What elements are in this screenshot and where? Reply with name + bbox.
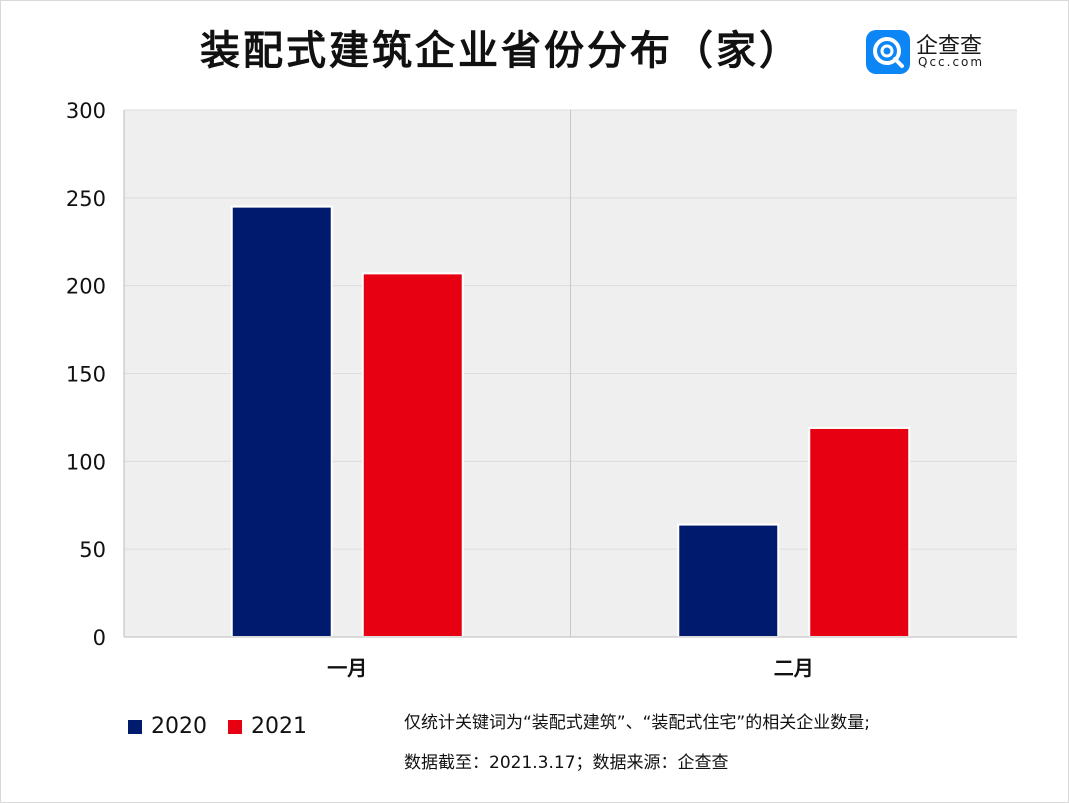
legend-swatch-2021 — [228, 719, 242, 734]
legend-item-2020: 2020 — [128, 714, 207, 739]
chart-title: 装配式建筑企业省份分布（家） — [200, 28, 802, 74]
y-tick-label: 100 — [66, 450, 106, 474]
y-tick-label: 200 — [66, 275, 106, 299]
logo-domain: Qcc.com — [918, 55, 985, 69]
y-tick-label: 0 — [93, 626, 106, 650]
legend-label-2021: 2021 — [251, 714, 307, 739]
bar-2021-0 — [361, 272, 464, 638]
legend-item-2021: 2021 — [228, 714, 307, 739]
legend-swatch-2020 — [128, 719, 142, 734]
qcc-logo-icon — [866, 30, 910, 74]
bar-2020-0 — [230, 205, 333, 638]
source-note-line2: 数据截至：2021.3.17；数据来源：企查查 — [404, 753, 729, 773]
x-category-label: 一月 — [327, 656, 367, 680]
x-category-label: 二月 — [774, 656, 814, 680]
bar-2020-1 — [677, 523, 780, 638]
y-tick-label: 300 — [66, 99, 106, 123]
y-tick-label: 50 — [79, 538, 106, 562]
bar-2021-1 — [808, 426, 911, 638]
y-tick-label: 250 — [66, 187, 106, 211]
legend-label-2020: 2020 — [151, 714, 207, 739]
logo-name: 企查查 — [916, 34, 983, 59]
y-tick-label: 150 — [66, 363, 106, 387]
source-note-line1: 仅统计关键词为“装配式建筑”、“装配式住宅”的相关企业数量; — [404, 713, 870, 733]
